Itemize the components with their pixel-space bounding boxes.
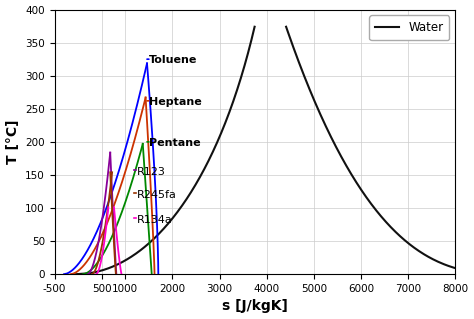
Text: Heptane: Heptane	[149, 97, 202, 107]
Text: Pentane: Pentane	[149, 138, 201, 148]
Y-axis label: T [°C]: T [°C]	[6, 120, 19, 164]
Legend: Water: Water	[370, 15, 449, 40]
Text: Toluene: Toluene	[149, 56, 198, 65]
Text: R134a: R134a	[137, 215, 173, 225]
Text: R245fa: R245fa	[137, 190, 177, 200]
X-axis label: s [J/kgK]: s [J/kgK]	[222, 300, 288, 314]
Text: R123: R123	[137, 167, 166, 177]
